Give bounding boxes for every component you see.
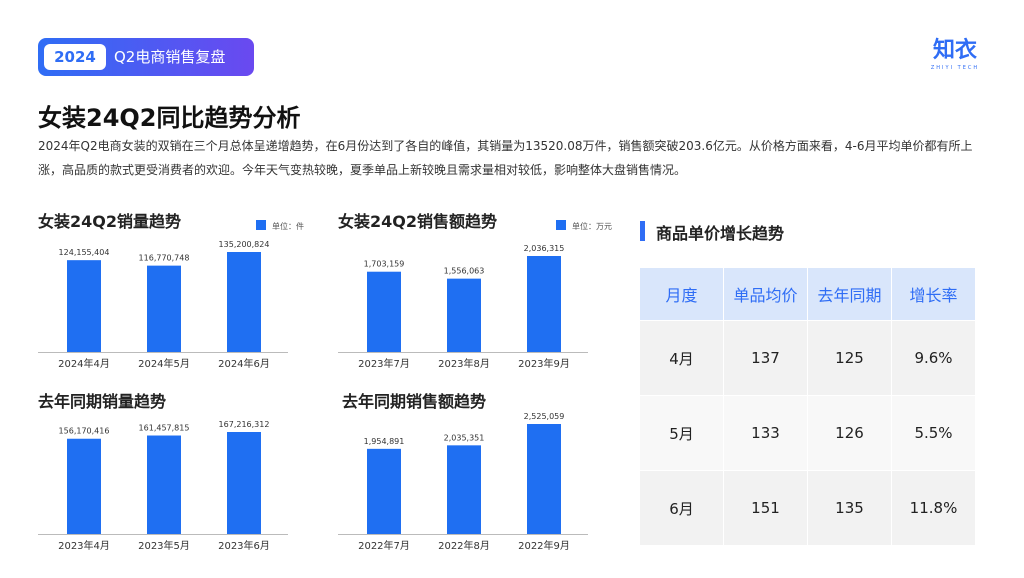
table-cell: 6月: [639, 470, 724, 546]
table-header-cell: 单品均价: [723, 267, 808, 321]
table-cell: 11.8%: [891, 470, 976, 546]
x-tick-label: 2023年5月: [138, 539, 190, 552]
data-label: 1,556,063: [444, 267, 485, 276]
table-title-marker: [640, 221, 645, 241]
data-label: 116,770,748: [139, 254, 190, 263]
table-header-cell: 增长率: [891, 267, 976, 321]
table-row: 4月 137 125 9.6%: [639, 320, 976, 396]
bar: [227, 432, 261, 534]
table-cell: 5月: [639, 395, 724, 471]
legend-swatch: [556, 220, 566, 230]
table-title: 商品单价增长趋势: [656, 224, 785, 243]
x-tick-label: 2022年8月: [438, 539, 490, 552]
x-tick-label: 2024年5月: [138, 357, 190, 370]
table-cell: 135: [807, 470, 892, 546]
x-tick-label: 2023年8月: [438, 357, 490, 370]
legend-swatch: [256, 220, 266, 230]
legend-unit: 单位：万元: [572, 221, 612, 231]
table-cell: 137: [723, 320, 808, 396]
chart-sales-volume: 单位：件 124,155,404 2024年4月 116,770,748 2024年5月…: [38, 220, 304, 370]
table-header-cell: 月度: [639, 267, 724, 321]
bar: [67, 260, 101, 352]
bar: [367, 271, 401, 352]
brand-name: 知衣: [932, 38, 977, 63]
data-label: 124,155,404: [59, 248, 110, 257]
table-header-row: 月度 单品均价 去年同期 增长率: [639, 267, 976, 321]
bar: [527, 256, 561, 352]
report-tag: 2024 Q2电商销售复盘: [38, 38, 254, 76]
x-tick-label: 2023年4月: [58, 539, 110, 552]
bar: [227, 252, 261, 352]
x-tick-label: 2023年7月: [358, 357, 410, 370]
chart-title-sales-amount: 女装24Q2销售额趋势: [338, 212, 498, 231]
bar: [367, 448, 401, 534]
data-label: 156,170,416: [59, 427, 110, 436]
data-label: 2,035,351: [444, 433, 485, 442]
bar: [447, 278, 481, 352]
x-tick-label: 2024年4月: [58, 357, 110, 370]
data-label: 2,525,059: [524, 412, 565, 421]
data-label: 1,954,891: [364, 437, 405, 446]
report-tag-title: Q2电商销售复盘: [114, 48, 226, 66]
report-year-badge: 2024: [44, 44, 106, 70]
table-cell: 125: [807, 320, 892, 396]
table-cell: 126: [807, 395, 892, 471]
table-cell: 151: [723, 470, 808, 546]
x-tick-label: 2023年6月: [218, 539, 270, 552]
data-label: 135,200,824: [219, 240, 270, 249]
table-cell: 133: [723, 395, 808, 471]
data-label: 2,036,315: [524, 244, 565, 253]
chart-title-last-year-volume: 去年同期销量趋势: [38, 392, 167, 411]
table-row: 5月 133 126 5.5%: [639, 395, 976, 471]
page-title: 女装24Q2同比趋势分析: [38, 104, 301, 132]
price-growth-table: 月度 单品均价 去年同期 增长率 4月 137 125 9.6% 5月 133 126 5.5% 6月…: [639, 267, 976, 546]
table-cell: 4月: [639, 320, 724, 396]
summary-paragraph: 2024年Q2电商女装的双销在三个月总体呈递增趋势，在6月份达到了各自的峰值，其…: [38, 139, 973, 177]
legend-unit: 单位：件: [272, 221, 304, 231]
x-tick-label: 2024年6月: [218, 357, 270, 370]
brand-subtitle: ZHIYI TECH: [930, 65, 980, 71]
data-label: 1,703,159: [364, 260, 405, 269]
chart-last-year-volume: 156,170,416 2023年4月 161,457,815 2023年5月 167,…: [38, 420, 288, 552]
table-cell: 9.6%: [891, 320, 976, 396]
table-header-cell: 去年同期: [807, 267, 892, 321]
chart-title-last-year-amount: 去年同期销售额趋势: [342, 392, 487, 411]
bar: [527, 424, 561, 534]
table-row: 6月 151 135 11.8%: [639, 470, 976, 546]
x-tick-label: 2022年7月: [358, 539, 410, 552]
bar: [147, 265, 181, 352]
chart-sales-amount: 单位：万元 1,703,159 2023年7月 1,556,063 2023年8月 2,0…: [338, 220, 612, 370]
data-label: 167,216,312: [219, 420, 270, 429]
chart-title-sales-volume: 女装24Q2销量趋势: [38, 212, 182, 231]
bar: [67, 438, 101, 534]
data-label: 161,457,815: [139, 424, 190, 433]
x-tick-label: 2023年9月: [518, 357, 570, 370]
chart-last-year-amount: 1,954,891 2022年7月 2,035,351 2022年8月 2,525,05…: [338, 412, 588, 552]
brand-logo: 知衣 ZHIYI TECH: [928, 38, 982, 72]
x-tick-label: 2022年9月: [518, 539, 570, 552]
bar: [147, 435, 181, 534]
table-cell: 5.5%: [891, 395, 976, 471]
bar: [447, 445, 481, 534]
